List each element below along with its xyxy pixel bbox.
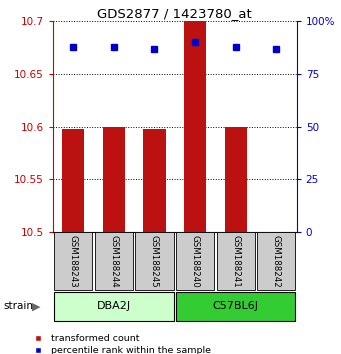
Bar — [217, 232, 255, 290]
Text: GSM188243: GSM188243 — [69, 235, 78, 287]
Text: GSM188244: GSM188244 — [109, 235, 118, 287]
Bar — [135, 232, 174, 290]
Text: DBA2J: DBA2J — [97, 301, 131, 311]
Bar — [184, 21, 206, 232]
Bar — [54, 232, 92, 290]
Text: GSM188245: GSM188245 — [150, 235, 159, 287]
Text: GSM188241: GSM188241 — [231, 235, 240, 287]
Text: C57BL6J: C57BL6J — [213, 301, 259, 311]
Bar — [54, 292, 174, 321]
Text: GSM188242: GSM188242 — [272, 235, 281, 287]
Text: strain: strain — [3, 301, 33, 311]
Bar — [257, 232, 295, 290]
Legend: transformed count, percentile rank within the sample: transformed count, percentile rank withi… — [25, 330, 214, 354]
Text: GSM188240: GSM188240 — [191, 235, 199, 287]
Title: GDS2877 / 1423780_at: GDS2877 / 1423780_at — [98, 7, 252, 20]
Bar — [176, 292, 295, 321]
Bar — [62, 129, 84, 232]
Bar — [95, 232, 133, 290]
Bar — [176, 232, 214, 290]
Bar — [224, 127, 247, 232]
Text: ▶: ▶ — [32, 301, 41, 311]
Bar — [103, 127, 125, 232]
Bar — [143, 129, 166, 232]
